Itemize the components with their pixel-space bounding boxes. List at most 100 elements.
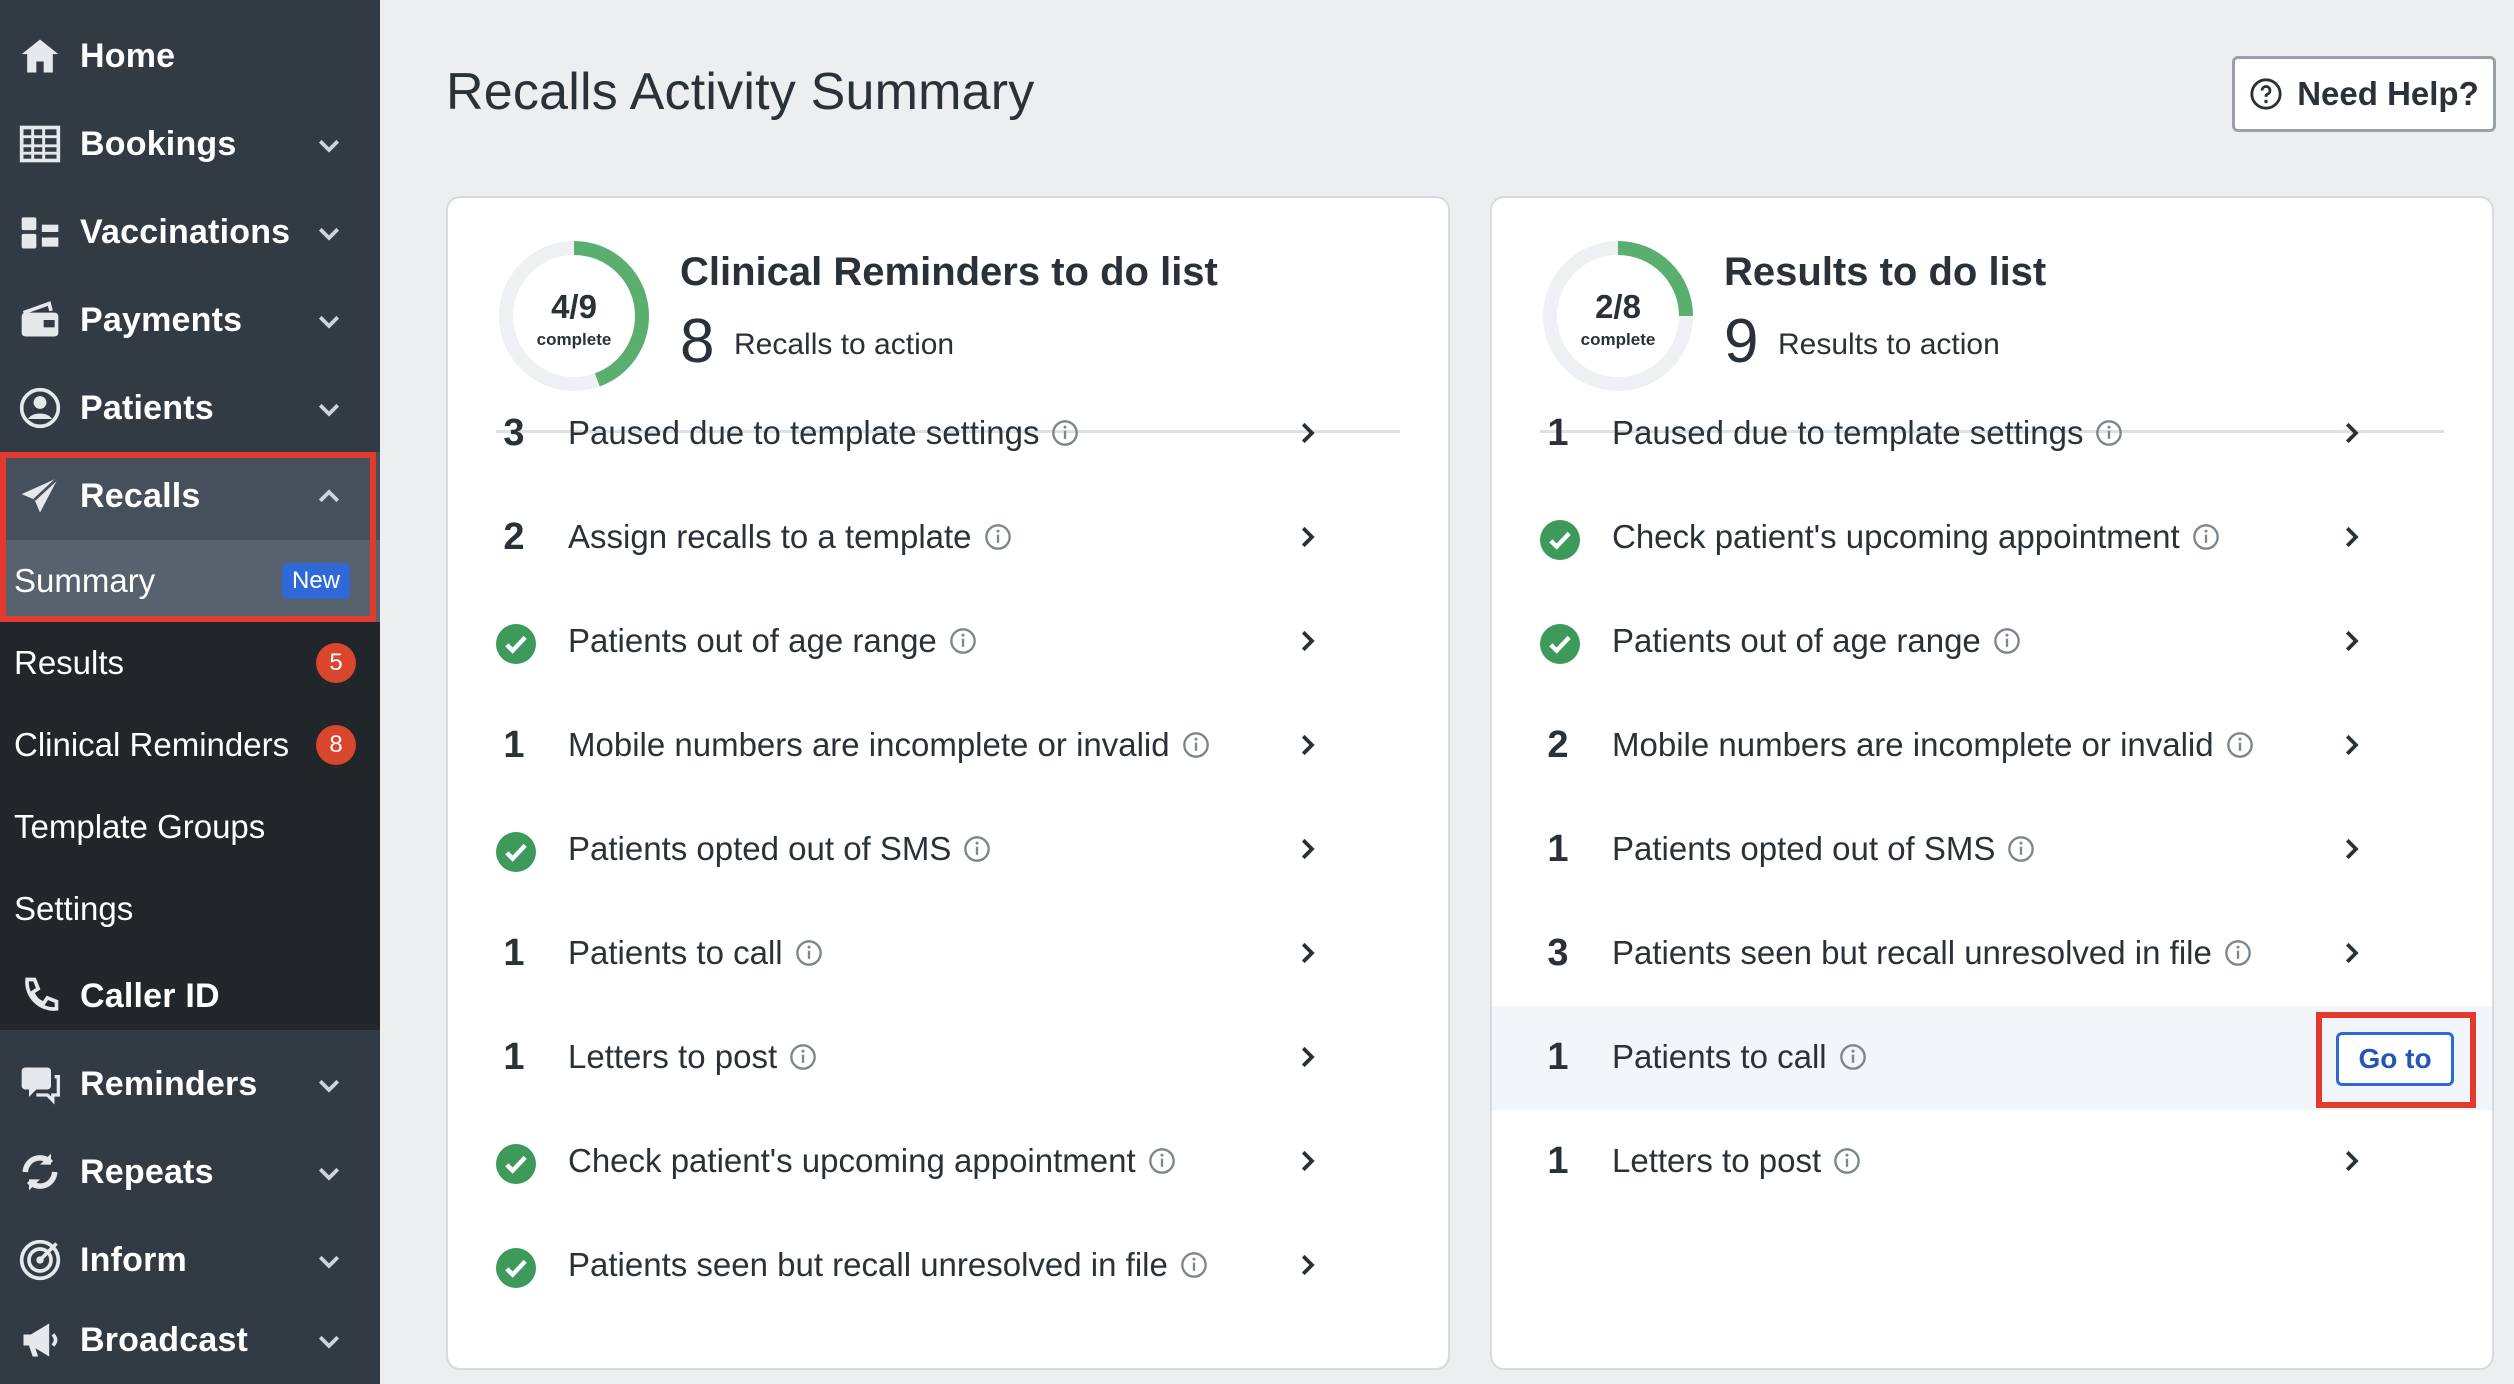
todo-row[interactable]: Patients out of age range bbox=[448, 590, 1448, 694]
todo-row[interactable]: 1 Patients opted out of SMS bbox=[1492, 798, 2492, 902]
todo-label-group: Check patient's upcoming appointment bbox=[1612, 518, 2220, 556]
chevron-down-icon[interactable] bbox=[314, 130, 344, 160]
chevron-right-icon[interactable] bbox=[2336, 938, 2366, 968]
chevron-right-icon[interactable] bbox=[1292, 834, 1322, 864]
submenu-item-results[interactable]: Results 5 bbox=[0, 622, 380, 704]
todo-row[interactable]: 1 Paused due to template settings bbox=[1492, 382, 2492, 486]
chevron-down-icon[interactable] bbox=[314, 1326, 344, 1356]
info-icon[interactable] bbox=[1180, 1251, 1208, 1279]
need-help-button[interactable]: Need Help? bbox=[2232, 56, 2496, 132]
todo-row[interactable]: 1 Mobile numbers are incomplete or invali… bbox=[448, 694, 1448, 798]
chevron-right-icon[interactable] bbox=[2336, 522, 2366, 552]
info-icon[interactable] bbox=[1833, 1147, 1861, 1175]
info-icon[interactable] bbox=[1993, 627, 2021, 655]
todo-row[interactable]: 2 Mobile numbers are incomplete or invali… bbox=[1492, 694, 2492, 798]
info-icon[interactable] bbox=[789, 1043, 817, 1071]
go-to-button[interactable]: Go to bbox=[2336, 1032, 2454, 1086]
submenu-item-label: Settings bbox=[14, 890, 134, 927]
todo-row[interactable]: Check patient's upcoming appointment bbox=[448, 1110, 1448, 1214]
sidebar-item-label: Repeats bbox=[80, 1152, 214, 1191]
info-icon[interactable] bbox=[949, 627, 977, 655]
todo-row[interactable]: Check patient's upcoming appointment bbox=[1492, 486, 2492, 590]
todo-row[interactable]: 1 Patients to call Go to bbox=[1492, 1006, 2492, 1110]
chevron-down-icon[interactable] bbox=[314, 306, 344, 336]
todo-row[interactable]: 1 Letters to post bbox=[448, 1006, 1448, 1110]
info-icon[interactable] bbox=[2192, 523, 2220, 551]
submenu-item-summary[interactable]: Summary New bbox=[0, 540, 380, 622]
sidebar-item-recalls[interactable]: Recalls bbox=[0, 452, 380, 540]
todo-row[interactable]: Patients out of age range bbox=[1492, 590, 2492, 694]
sidebar-item-label: Reminders bbox=[80, 1064, 258, 1103]
sidebar-item-label: Home bbox=[80, 36, 176, 75]
progress-fraction: 2/8 bbox=[1595, 288, 1641, 325]
info-icon[interactable] bbox=[2226, 731, 2254, 759]
sidebar-item-caller-id[interactable]: Caller ID bbox=[0, 952, 380, 1040]
chevron-right-icon[interactable] bbox=[1292, 522, 1322, 552]
chevron-right-icon[interactable] bbox=[1292, 938, 1322, 968]
todo-row[interactable]: 1 Letters to post bbox=[1492, 1110, 2492, 1214]
todo-label: Paused due to template settings bbox=[1612, 414, 2084, 451]
chevron-right-icon[interactable] bbox=[1292, 1042, 1322, 1072]
todo-count: 1 bbox=[503, 1036, 525, 1078]
chevron-down-icon[interactable] bbox=[314, 1158, 344, 1188]
info-icon[interactable] bbox=[1839, 1043, 1867, 1071]
todo-row[interactable]: 1 Patients to call bbox=[448, 902, 1448, 1006]
todo-row[interactable]: 2 Assign recalls to a template bbox=[448, 486, 1448, 590]
chevron-right-icon[interactable] bbox=[2336, 1146, 2366, 1176]
chevron-right-icon[interactable] bbox=[1292, 418, 1322, 448]
chevron-right-icon[interactable] bbox=[2336, 626, 2366, 656]
sidebar-item-vaccinations[interactable]: Vaccinations bbox=[0, 188, 380, 276]
info-icon[interactable] bbox=[963, 835, 991, 863]
submenu-item-settings[interactable]: Settings bbox=[0, 868, 380, 950]
chevron-right-icon[interactable] bbox=[1292, 1146, 1322, 1176]
count-badge: 8 bbox=[316, 725, 356, 765]
info-icon[interactable] bbox=[1148, 1147, 1176, 1175]
card-divider bbox=[496, 430, 1400, 433]
todo-row[interactable]: 3 Paused due to template settings bbox=[448, 382, 1448, 486]
chevron-down-icon[interactable] bbox=[314, 218, 344, 248]
chevron-up-icon[interactable] bbox=[314, 482, 344, 512]
sidebar-item-inform[interactable]: Inform bbox=[0, 1216, 380, 1304]
chevron-right-icon[interactable] bbox=[2336, 418, 2366, 448]
todo-count: 1 bbox=[503, 932, 525, 974]
card-divider bbox=[1540, 430, 2444, 433]
submenu-item-clinical-reminders[interactable]: Clinical Reminders 8 bbox=[0, 704, 380, 786]
chevron-down-icon[interactable] bbox=[314, 1070, 344, 1100]
sidebar-item-repeats[interactable]: Repeats bbox=[0, 1128, 380, 1216]
info-icon[interactable] bbox=[984, 523, 1012, 551]
card-title: Clinical Reminders to do list bbox=[680, 250, 1218, 294]
progress-fraction: 4/9 bbox=[551, 288, 597, 325]
info-icon[interactable] bbox=[1182, 731, 1210, 759]
todo-label-group: Patients seen but recall unresolved in f… bbox=[1612, 934, 2252, 972]
todo-row[interactable]: Patients seen but recall unresolved in f… bbox=[448, 1214, 1448, 1318]
info-icon[interactable] bbox=[2095, 419, 2123, 447]
sidebar-item-label: Recalls bbox=[80, 476, 201, 515]
submenu-item-template-groups[interactable]: Template Groups bbox=[0, 786, 380, 868]
chevron-right-icon[interactable] bbox=[1292, 626, 1322, 656]
sidebar-item-reminders[interactable]: Reminders bbox=[0, 1040, 380, 1128]
info-icon[interactable] bbox=[2224, 939, 2252, 967]
todo-label-group: Mobile numbers are incomplete or invalid bbox=[568, 726, 1210, 764]
todo-row[interactable]: Patients opted out of SMS bbox=[448, 798, 1448, 902]
chevron-right-icon[interactable] bbox=[2336, 730, 2366, 760]
todo-row[interactable]: 3 Patients seen but recall unresolved in … bbox=[1492, 902, 2492, 1006]
todo-label-group: Patients to call bbox=[1612, 1038, 1867, 1076]
info-icon[interactable] bbox=[1051, 419, 1079, 447]
sidebar-item-home[interactable]: Home bbox=[0, 12, 380, 100]
sidebar-item-payments[interactable]: Payments bbox=[0, 276, 380, 364]
sidebar-item-bookings[interactable]: Bookings bbox=[0, 100, 380, 188]
sidebar-item-broadcast[interactable]: Broadcast bbox=[0, 1296, 380, 1384]
info-icon[interactable] bbox=[795, 939, 823, 967]
need-help-label: Need Help? bbox=[2297, 75, 2479, 112]
progress-caption: complete bbox=[536, 330, 612, 349]
chevron-down-icon[interactable] bbox=[314, 394, 344, 424]
chevron-right-icon[interactable] bbox=[2336, 834, 2366, 864]
sidebar-item-patients[interactable]: Patients bbox=[0, 364, 380, 452]
info-icon[interactable] bbox=[2007, 835, 2035, 863]
count-badge: 5 bbox=[316, 643, 356, 683]
chevron-right-icon[interactable] bbox=[1292, 730, 1322, 760]
todo-count: 1 bbox=[1547, 412, 1569, 454]
progress-arc bbox=[1543, 241, 1693, 391]
chevron-right-icon[interactable] bbox=[1292, 1250, 1322, 1280]
chevron-down-icon[interactable] bbox=[314, 1246, 344, 1276]
